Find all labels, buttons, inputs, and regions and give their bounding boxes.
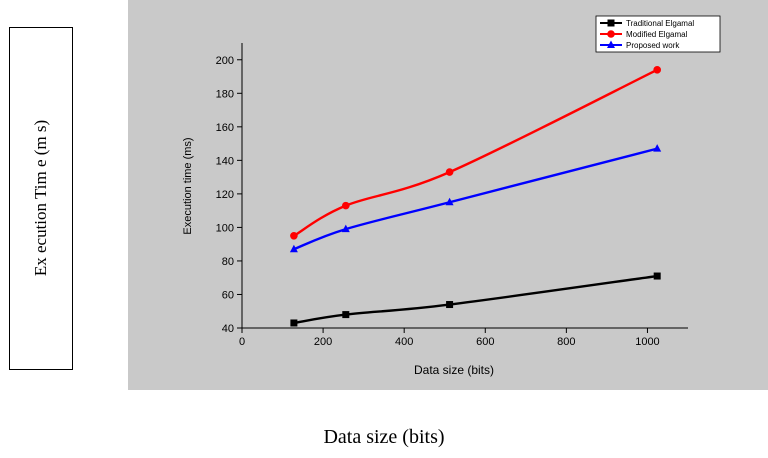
y-tick-label: 100	[216, 222, 234, 234]
x-tick-label: 200	[314, 336, 332, 348]
y-tick-label: 80	[222, 256, 234, 268]
legend-label: Traditional Elgamal	[626, 19, 694, 28]
outer-x-axis-label: Data size (bits)	[323, 426, 445, 448]
data-point	[446, 301, 454, 309]
line-chart: 0 200 400 600 800 1000 40 60 80 100 120 140 160 180 20…	[182, 15, 721, 377]
data-point	[341, 201, 350, 210]
legend-swatch-marker	[607, 19, 615, 27]
series-line-0	[293, 274, 658, 325]
x-tick-label: 600	[476, 336, 494, 348]
x-tick-label: 400	[395, 336, 413, 348]
data-point	[653, 66, 661, 74]
legend-label: Proposed work	[626, 41, 680, 50]
data-point	[653, 272, 661, 280]
y-tick-label: 160	[216, 122, 234, 134]
data-point	[289, 244, 298, 253]
y-tick-label: 140	[216, 155, 234, 167]
legend-swatch-marker	[607, 40, 615, 48]
legend-label: Modified Elgamal	[626, 30, 688, 39]
data-point	[653, 144, 662, 152]
y-axis-label: Execution time (ms)	[182, 137, 194, 234]
series-line-2	[293, 147, 658, 251]
legend: Traditional Elgamal Modified Elgamal Propo…	[595, 15, 721, 53]
y-tick-label: 180	[216, 88, 234, 100]
x-tick-label: 800	[557, 336, 575, 348]
chart-panel: 0 200 400 600 800 1000 40 60 80 100 120 140 160 180 20…	[128, 0, 768, 390]
y-tick-label: 200	[216, 55, 234, 67]
data-point	[445, 197, 454, 206]
data-point	[290, 319, 298, 327]
data-point	[342, 311, 350, 319]
x-axis-label: Data size (bits)	[414, 363, 494, 377]
series-layer	[289, 66, 662, 327]
y-tick-label: 60	[222, 289, 234, 301]
data-point	[341, 224, 350, 233]
series-line-1	[293, 68, 658, 237]
outer-y-axis-label: Ex ecution Tim e (m s)	[31, 119, 50, 277]
y-tick-label: 40	[222, 323, 234, 335]
axes: 0 200 400 600 800 1000 40 60 80 100 120 140 160 180 20…	[216, 43, 688, 348]
data-point	[290, 231, 298, 240]
legend-swatch-marker	[607, 30, 615, 38]
outer-ylabel-box	[9, 27, 73, 370]
x-tick-label: 0	[239, 336, 245, 348]
data-point	[445, 168, 454, 176]
y-tick-label: 120	[216, 189, 234, 201]
x-tick-label: 1000	[635, 336, 659, 348]
